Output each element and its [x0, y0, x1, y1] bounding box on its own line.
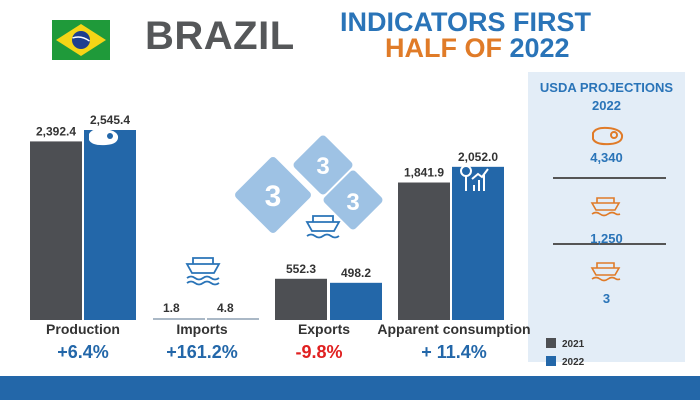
category-label-exports: Exports	[297, 321, 351, 337]
badge-diamond	[293, 135, 353, 195]
title-year: 2022	[509, 33, 570, 63]
projection-divider	[553, 177, 666, 179]
title-half-of: HALF OF	[385, 33, 502, 63]
projection-divider	[553, 243, 666, 245]
legend-item-2021: 2021	[546, 338, 584, 350]
page-title-line1: INDICATORS FIRST	[340, 7, 592, 37]
bar-2021-3	[398, 182, 450, 320]
data-label-2022-1: 4.8	[217, 301, 234, 315]
badge-diamond	[323, 170, 383, 230]
ship-icon	[185, 257, 221, 286]
data-label-2021-0: 2,392.4	[36, 124, 76, 138]
meat-icon	[592, 126, 624, 146]
projection-imports-value: 1,250	[590, 231, 623, 246]
category-label-imports: Imports	[176, 321, 228, 337]
brazil-flag-icon	[52, 20, 110, 60]
page-title-line2: HALF OF 2022	[385, 33, 570, 64]
bar-2021-0	[30, 141, 82, 320]
projections-panel	[528, 72, 685, 362]
projection-meat-value: 4,340	[590, 150, 623, 165]
consumption-icon	[460, 165, 489, 191]
badges-group: 3 3 3	[235, 135, 383, 233]
data-label-2021-3: 1,841.9	[404, 166, 444, 180]
category-label-production: Production	[46, 321, 120, 337]
change-exports: -9.8%	[295, 342, 343, 362]
data-label-2022-2: 498.2	[341, 266, 371, 280]
badge-number: 3	[316, 153, 329, 180]
change-imports: +161.2%	[166, 342, 238, 362]
projection-exports-value: 3	[602, 291, 611, 306]
data-label-2021-1: 1.8	[163, 301, 180, 315]
footer-bar	[0, 376, 700, 400]
legend-swatch-2021	[546, 338, 556, 348]
badge-number: 3	[346, 189, 359, 216]
legend-label-2021: 2021	[562, 339, 585, 350]
legend-item-2022: 2022	[546, 356, 584, 368]
data-label-2022-3: 2,052.0	[458, 150, 498, 164]
change-consumption: + 11.4%	[421, 342, 487, 362]
change-production: +6.4%	[57, 342, 109, 362]
country-name: BRAZIL	[145, 14, 295, 58]
bar-2022-0	[84, 130, 136, 320]
bar-2022-3	[452, 166, 504, 320]
bar-2022-1	[207, 318, 259, 320]
category-label-consumption: Apparent consumption	[377, 321, 531, 337]
data-label-2022-0: 2,545.4	[90, 113, 130, 127]
bar-2021-1	[153, 318, 205, 320]
badge-diamond	[235, 157, 311, 233]
legend-label-2022: 2022	[562, 357, 585, 368]
badge-number: 3	[265, 180, 282, 213]
bar-2022-2	[330, 282, 382, 320]
ship-icon	[590, 197, 621, 217]
meat-icon	[89, 128, 119, 146]
bar-2021-2	[275, 278, 327, 320]
ship-icon	[590, 262, 621, 282]
legend-swatch-2022	[546, 356, 556, 366]
ship-icon	[305, 215, 341, 239]
data-label-2021-2: 552.3	[286, 262, 316, 276]
projections-title: USDA PROJECTIONS 2022	[539, 80, 674, 113]
